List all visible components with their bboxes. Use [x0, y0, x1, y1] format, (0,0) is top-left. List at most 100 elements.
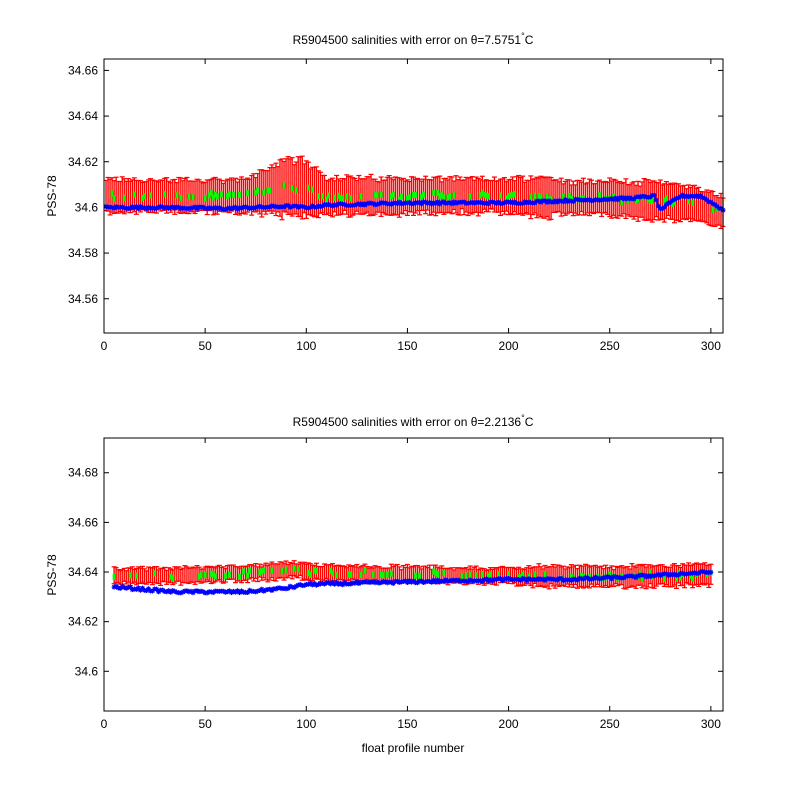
float-point [232, 204, 238, 210]
mapped-point [385, 571, 389, 578]
mapped-point [442, 194, 446, 201]
float-point [135, 205, 141, 211]
mapped-point [505, 195, 509, 202]
float-point [408, 579, 414, 585]
float-point [220, 588, 226, 594]
mapped-point [225, 192, 229, 199]
float-point [372, 580, 378, 586]
mapped-point [349, 571, 353, 578]
float-point [160, 204, 166, 210]
float-point [370, 579, 376, 585]
bottom-panel: 0 50 100 150 200 250 300 34.6 34.62 34.64 34.66 34.… [45, 413, 724, 755]
float-point [680, 192, 686, 198]
mapped-point [468, 192, 472, 199]
float-point [629, 573, 635, 579]
mapped-point [389, 570, 393, 577]
float-point [188, 205, 194, 211]
y-tick-label: 34.62 [68, 155, 98, 169]
mapped-point [290, 184, 294, 191]
mapped-point [134, 572, 138, 579]
top-panel-ticks: 0 50 100 150 200 250 300 34.56 34.58 34.6 34.62 34.… [68, 59, 723, 353]
float-point [441, 199, 447, 205]
float-point [538, 199, 544, 205]
float-point [170, 588, 176, 594]
float-point [137, 587, 143, 593]
float-point [471, 200, 477, 206]
float-point [394, 578, 400, 584]
mapped-point [312, 567, 316, 574]
x-tick-label: 0 [101, 339, 108, 353]
mapped-point [511, 192, 515, 199]
float-point [556, 198, 562, 204]
mapped-point [327, 192, 331, 199]
bottom-panel-title-degree: ° [521, 413, 525, 423]
float-point [148, 205, 154, 211]
float-point [206, 205, 212, 211]
top-panel-ylabel: PSS-78 [45, 175, 59, 217]
mapped-point [140, 194, 144, 201]
float-point [190, 590, 196, 596]
x-tick-label: 200 [499, 717, 519, 731]
mapped-point [359, 193, 363, 200]
mapped-point [468, 572, 472, 579]
float-point [255, 204, 261, 210]
mapped-point [664, 195, 668, 202]
float-point [651, 573, 657, 579]
float-point [255, 588, 261, 594]
float-point [382, 579, 388, 585]
float-point [257, 203, 263, 209]
float-point [653, 572, 659, 578]
float-point [305, 205, 311, 211]
mapped-point [379, 571, 383, 578]
float-point [271, 203, 277, 209]
float-point [467, 577, 473, 583]
mapped-point [203, 195, 207, 202]
x-tick-label: 250 [600, 339, 620, 353]
float-point [601, 575, 607, 581]
mapped-point [691, 200, 695, 207]
mapped-point [537, 193, 541, 200]
float-point [287, 583, 293, 589]
float-point [321, 581, 327, 587]
mapped-point [545, 193, 549, 200]
float-point [321, 201, 327, 207]
mapped-point [227, 571, 231, 578]
mapped-point [438, 192, 442, 199]
mapped-point [486, 572, 490, 579]
float-point [123, 585, 129, 591]
mapped-point [316, 193, 320, 200]
float-point [103, 203, 109, 209]
float-point [655, 203, 661, 209]
x-tick-label: 150 [397, 717, 417, 731]
mapped-point [405, 195, 409, 202]
float-point [419, 201, 425, 207]
float-point [154, 205, 160, 211]
bottom-panel-title: R5904500 salinities with error on θ=2.21… [293, 413, 534, 429]
mapped-point [513, 191, 517, 198]
float-point [669, 197, 675, 203]
float-point [129, 204, 135, 210]
float-point [200, 589, 206, 595]
float-point [603, 574, 609, 580]
y-tick-label: 34.66 [68, 515, 98, 529]
mapped-point [153, 570, 157, 577]
top-panel-title-main: R5904500 salinities with error on θ=7.57… [293, 33, 522, 47]
float-point [609, 196, 615, 202]
mapped-point [414, 191, 418, 198]
float-point [544, 199, 550, 205]
mapped-point [521, 571, 525, 578]
mapped-point [294, 186, 298, 193]
float-point [156, 204, 162, 210]
top-panel-float-salinity [103, 192, 726, 213]
float-point [502, 200, 508, 206]
float-point [204, 590, 210, 596]
float-point [210, 205, 216, 211]
float-point [613, 195, 619, 201]
float-point [150, 205, 156, 211]
mapped-point [634, 197, 638, 204]
mapped-point [175, 192, 179, 199]
float-point [635, 573, 641, 579]
float-point [572, 576, 578, 582]
mapped-point [215, 193, 219, 200]
float-point [532, 200, 538, 206]
